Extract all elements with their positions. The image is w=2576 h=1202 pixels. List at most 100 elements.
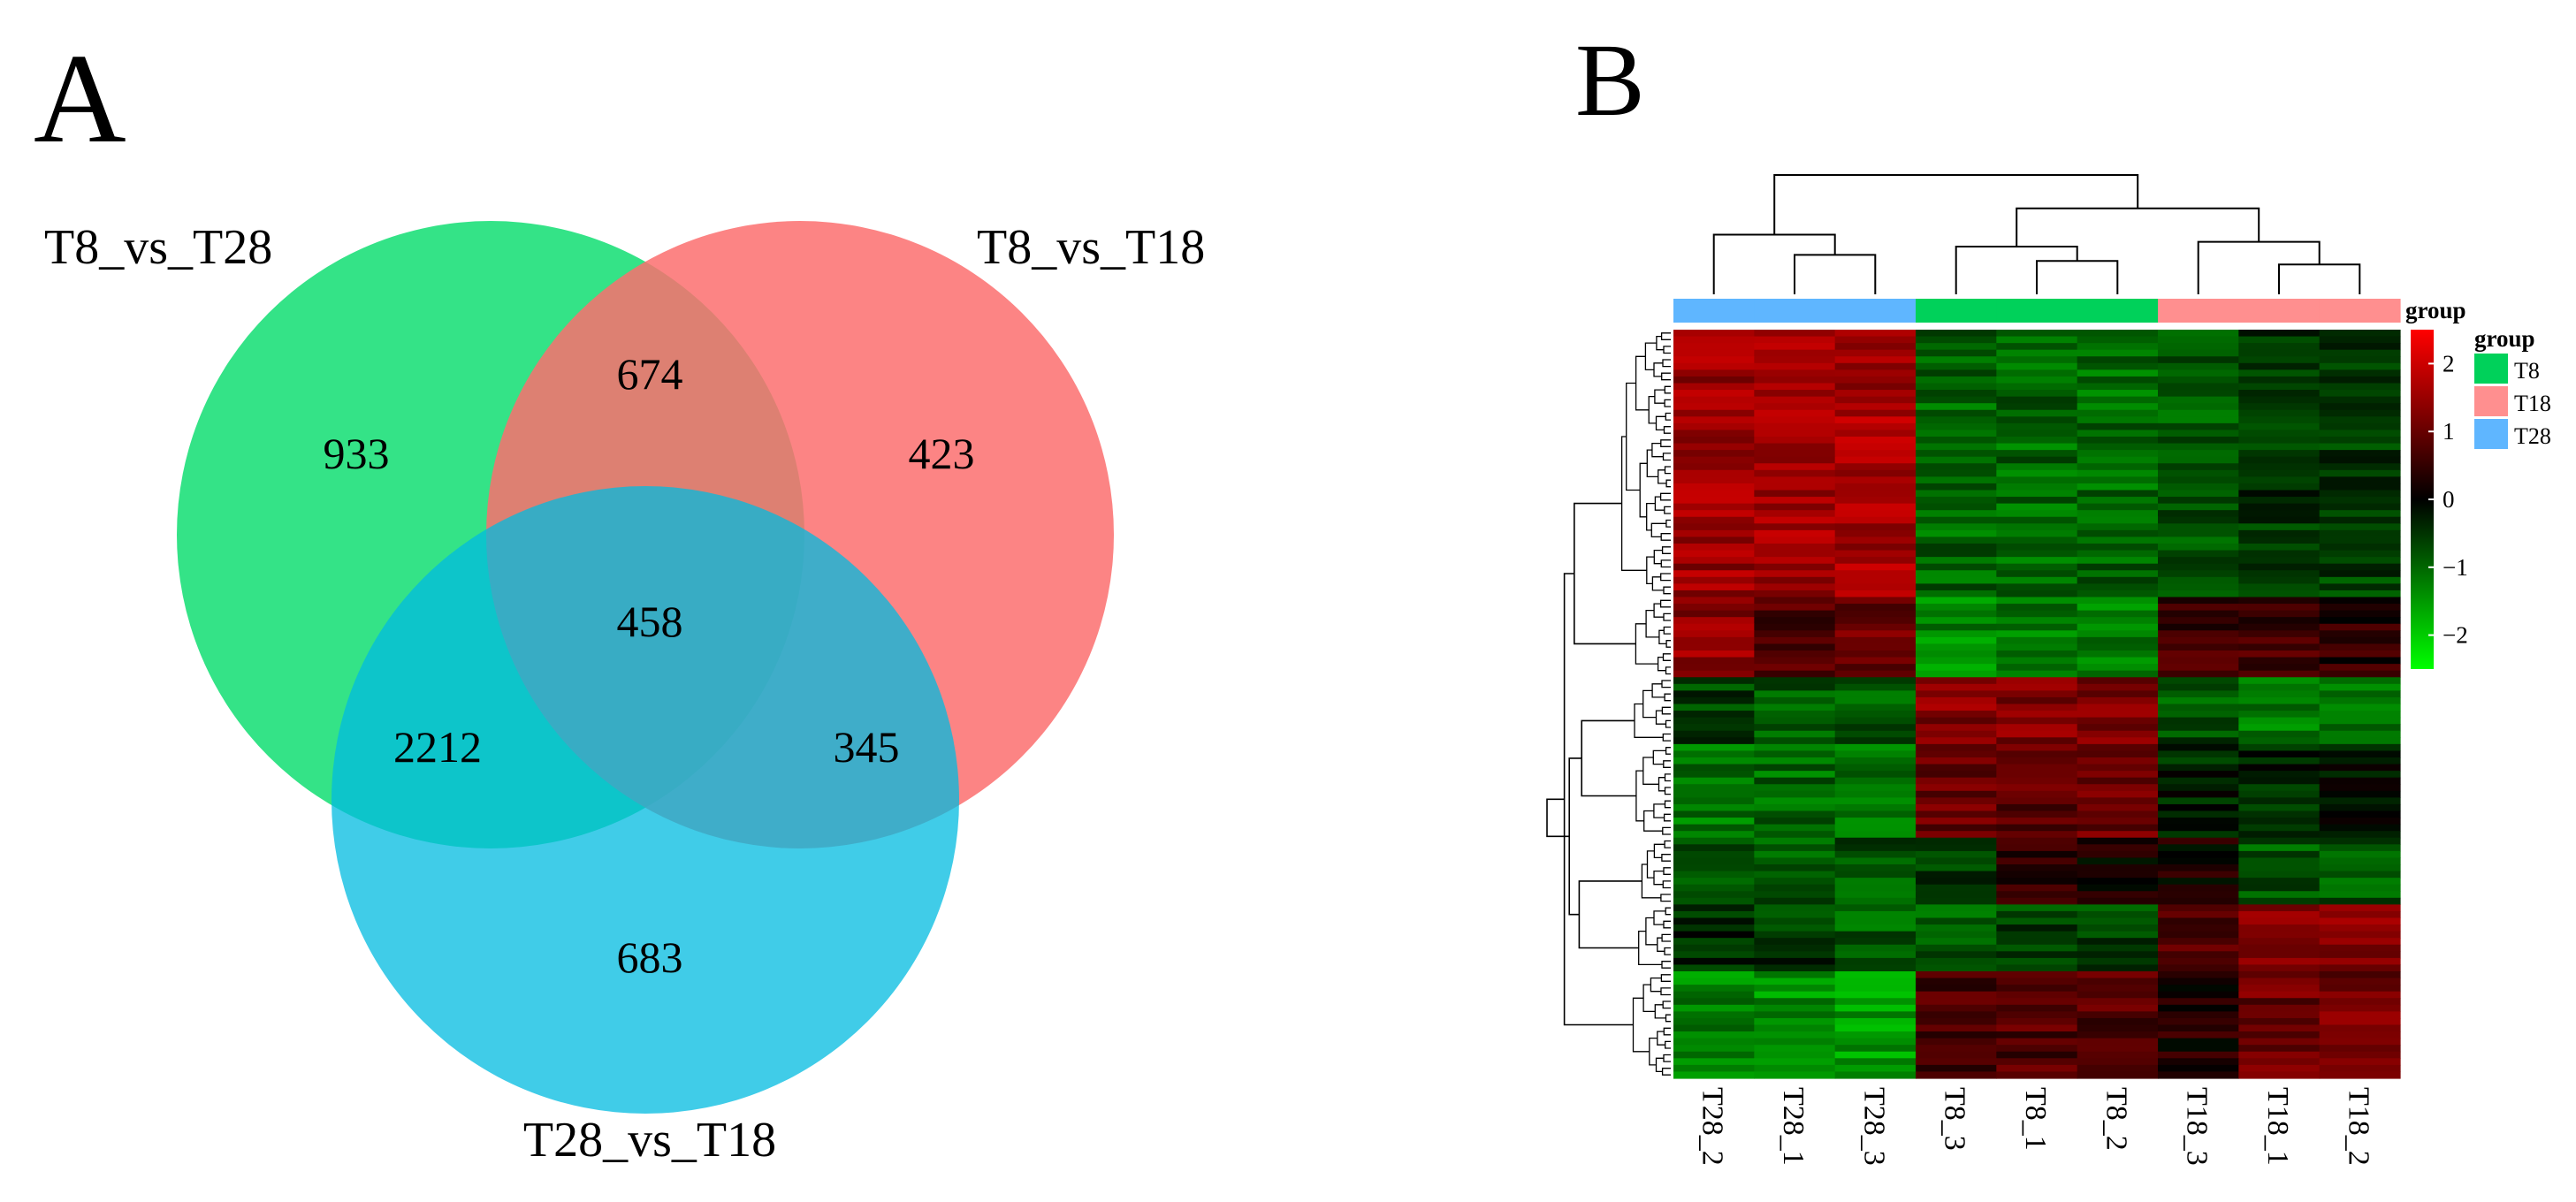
heatmap-cell: [1916, 978, 1997, 985]
heatmap-cell: [1916, 617, 1997, 625]
group-bar-cell: [1996, 299, 2078, 323]
heatmap-cell: [1916, 643, 1997, 651]
heatmap-cell: [1834, 777, 1917, 785]
heatmap-cell: [2319, 343, 2401, 351]
heatmap-cell: [2158, 764, 2239, 772]
heatmap-cell: [2319, 764, 2401, 772]
column-dendrogram-branch: [1955, 246, 2078, 294]
heatmap-cell: [2158, 737, 2239, 745]
heatmap-cell: [1673, 469, 1755, 477]
heatmap-cell: [1996, 550, 2078, 558]
heatmap-cell: [2077, 430, 2159, 437]
heatmap-cell: [2077, 985, 2159, 993]
heatmap-cell: [1996, 356, 2078, 364]
row-dendrogram-branch: [1663, 586, 1671, 595]
heatmap-cell: [2238, 690, 2321, 698]
heatmap-cell: [1916, 437, 1997, 445]
heatmap-cell: [2238, 777, 2321, 785]
column-label: T18_2: [2342, 1087, 2374, 1166]
heatmap-cell: [2319, 362, 2401, 370]
row-dendrogram-branch: [1644, 342, 1657, 371]
legend-swatch-t8: [2474, 354, 2508, 384]
heatmap-cell: [2077, 824, 2159, 832]
heatmap-cell: [2238, 837, 2321, 845]
heatmap-cell: [2319, 991, 2401, 999]
heatmap-cell: [2077, 469, 2159, 477]
heatmap-cell: [1673, 510, 1755, 518]
heatmap-cell: [2077, 356, 2159, 364]
heatmap-cell: [2077, 437, 2159, 445]
heatmap-cell: [2238, 536, 2321, 544]
heatmap-cell: [2238, 403, 2321, 411]
heatmap-cell: [1673, 369, 1755, 377]
column-label: T28_3: [1857, 1087, 1890, 1166]
heatmap-cell: [2238, 623, 2321, 631]
heatmap-cell: [1754, 864, 1836, 872]
heatmap-cell: [1834, 422, 1917, 431]
row-dendrogram-branch: [1662, 880, 1671, 889]
heatmap-cell: [1673, 563, 1755, 571]
heatmap-cell: [2077, 396, 2159, 404]
heatmap-cell: [1673, 570, 1755, 578]
heatmap-cell: [1754, 490, 1836, 498]
heatmap-cell: [2319, 597, 2401, 605]
heatmap-cell: [2077, 964, 2159, 972]
column-dendrogram-branch: [2197, 240, 2321, 294]
heatmap-cell: [1754, 544, 1836, 552]
heatmap-cell: [1834, 664, 1917, 672]
heatmap-cell: [2319, 810, 2401, 818]
heatmap-cell: [1673, 422, 1755, 431]
heatmap-cell: [2158, 497, 2239, 505]
heatmap-cell: [2319, 1058, 2401, 1066]
heatmap-cell: [2238, 503, 2321, 511]
heatmap-cell: [2077, 657, 2159, 665]
heatmap-cell: [1996, 991, 2078, 999]
heatmap-cell: [2319, 904, 2401, 912]
heatmap-cell: [1673, 938, 1755, 946]
heatmap-cell: [1996, 1064, 2078, 1073]
heatmap-cell: [1834, 891, 1917, 899]
heatmap-cell: [1996, 764, 2078, 772]
legend-label-t8: T8: [2514, 358, 2540, 384]
heatmap-cell: [2319, 917, 2401, 925]
heatmap-cell: [1834, 356, 1917, 364]
heatmap-cell: [1916, 737, 1997, 745]
heatmap-cell: [2077, 1031, 2159, 1039]
heatmap-cell: [1996, 510, 2078, 518]
heatmap-cell: [1834, 657, 1917, 665]
heatmap-cell: [1754, 463, 1836, 471]
heatmap-cell: [2319, 483, 2401, 491]
row-dendrogram-branch: [1663, 426, 1671, 434]
heatmap-cell: [1996, 576, 2078, 584]
heatmap-cell: [2158, 844, 2239, 852]
heatmap-cell: [1996, 657, 2078, 665]
heatmap-cell: [1834, 897, 1917, 905]
heatmap-cell: [2077, 529, 2159, 538]
heatmap-cell: [1916, 717, 1997, 725]
heatmap-cell: [2077, 810, 2159, 818]
heatmap-cell: [1754, 910, 1836, 919]
heatmap-cell: [1916, 690, 1997, 698]
heatmap-cell: [1673, 957, 1755, 966]
heatmap-cell: [1673, 797, 1755, 805]
row-dendrogram-branch: [1664, 787, 1671, 795]
heatmap-cell: [2158, 938, 2239, 946]
heatmap-cell: [1673, 878, 1755, 886]
heatmap-cell: [2319, 623, 2401, 631]
set-label-t28-vs-t18: T28_vs_T18: [523, 1113, 776, 1168]
heatmap-cell: [2158, 483, 2239, 491]
heatmap-cell: [1673, 1064, 1755, 1073]
heatmap-cell: [1916, 483, 1997, 491]
heatmap-cell: [1834, 376, 1917, 384]
heatmap-cell: [1834, 871, 1917, 879]
heatmap-cell: [1754, 369, 1836, 377]
heatmap-cell: [2238, 490, 2321, 498]
heatmap-cell: [1916, 529, 1997, 538]
heatmap-cell: [1754, 743, 1836, 752]
heatmap-cell: [2319, 590, 2401, 598]
heatmap-cell: [2077, 670, 2159, 678]
heatmap-cell: [2319, 529, 2401, 538]
heatmap-cell: [2158, 771, 2239, 779]
column-dendrogram-branch: [2016, 207, 2260, 247]
heatmap-cell: [1834, 430, 1917, 437]
